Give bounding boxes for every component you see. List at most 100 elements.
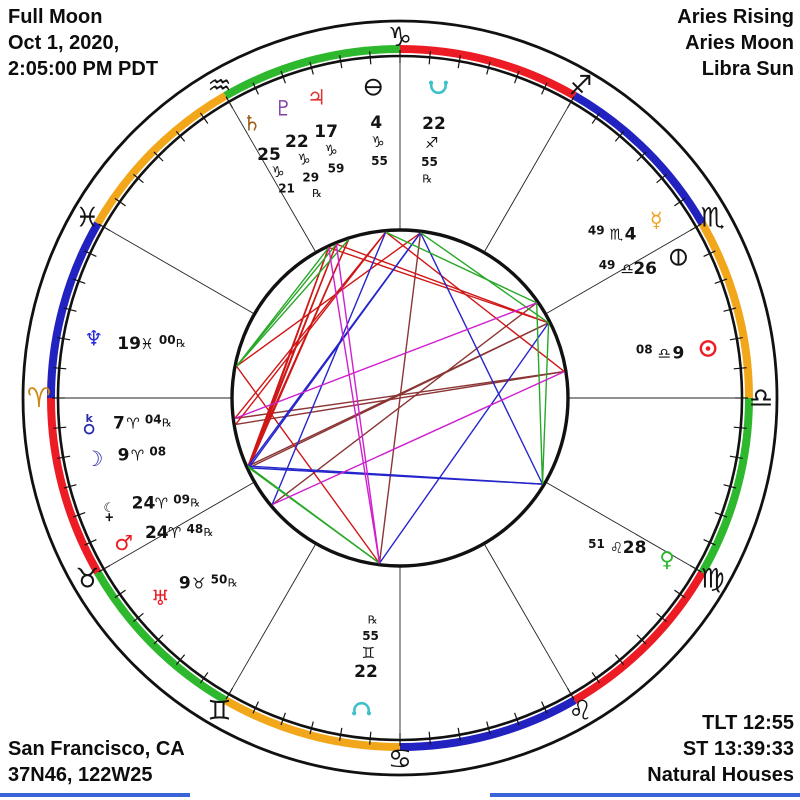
svg-text:♑: ♑	[388, 22, 412, 53]
planet-ascendant: 4♑ 55	[364, 78, 388, 168]
svg-text:24: 24	[145, 523, 169, 543]
degree-tick	[175, 654, 186, 665]
planet-venus: ♀ 28♌ 51	[588, 537, 675, 571]
house-cusp-aquarius	[228, 101, 317, 253]
degree-tick	[57, 455, 71, 460]
jupiter-icon: ♃	[307, 85, 326, 109]
degree-tick	[457, 55, 462, 69]
svg-text:♑: ♑	[271, 163, 284, 181]
degree-tick	[729, 455, 743, 460]
planet-mercury: ☿ 4♏ 49	[588, 208, 663, 245]
degree-tick	[591, 672, 601, 684]
chiron-k: k	[85, 412, 93, 425]
aspect-square-neptune-southnode	[236, 232, 421, 367]
element-arc-sagittarius	[399, 45, 577, 100]
svg-text:♑: ♑	[371, 133, 384, 151]
aspect-square-lilith-pluto	[247, 243, 337, 467]
element-arc-libra	[698, 221, 753, 399]
page-divider-left	[0, 793, 190, 797]
element-arc-aries	[47, 397, 102, 575]
event-title: Full Moon	[8, 6, 103, 28]
svg-text:♋: ♋	[388, 744, 412, 775]
planet-moon: ☽ 9 ♈ 08	[85, 444, 166, 471]
aspect-trine-northnode-midheaven	[378, 322, 550, 564]
degree-tick	[309, 721, 314, 735]
svg-text:59: 59	[328, 162, 345, 176]
svg-text:25: 25	[257, 145, 281, 165]
degree-tick	[656, 612, 667, 623]
svg-text:♊: ♊	[207, 696, 231, 727]
sign-label-aries: ♈	[27, 383, 51, 414]
degree-tick	[733, 426, 747, 429]
svg-text:♌: ♌	[568, 696, 592, 727]
svg-text:♈: ♈	[155, 494, 168, 512]
aspect-quincunx-mercury-chiron	[234, 302, 537, 420]
degree-tick	[153, 634, 164, 645]
svg-text:21: 21	[278, 182, 295, 196]
aspect-square-sun-ascendant	[385, 231, 565, 373]
degree-tick	[57, 336, 71, 341]
house-cusp-pisces	[103, 226, 255, 315]
svg-text:00: 00	[159, 333, 176, 347]
svg-text:22: 22	[285, 132, 309, 152]
saturn-icon: ♄	[242, 111, 261, 135]
house-cusp-sagittarius	[483, 101, 572, 253]
planet-jupiter: ♃ 17♑ 59	[307, 85, 344, 175]
event-time: 2:05:00 PM PDT	[8, 58, 159, 80]
venus-icon: ♀	[659, 547, 674, 571]
degree-tick	[723, 307, 737, 312]
planet-chiron: k 7 ♈ 04 ℞	[83, 412, 172, 435]
sign-label-cancer: ♋	[388, 744, 412, 775]
planet-neptune: ♆ 19 ♓ 00 ℞	[84, 326, 186, 354]
location-info: San Francisco, CA 37N46, 122W25	[8, 736, 185, 788]
degree-tick	[53, 367, 67, 370]
svg-text:♏: ♏	[701, 203, 725, 234]
degree-tick	[338, 727, 343, 741]
degree-tick	[486, 721, 491, 735]
svg-text:♐: ♐	[425, 134, 438, 152]
degree-tick	[486, 61, 491, 75]
svg-text:♎: ♎	[620, 260, 633, 278]
element-arc-scorpio	[572, 92, 706, 226]
svg-text:51: 51	[588, 537, 605, 551]
svg-text:♌: ♌	[610, 539, 623, 557]
degree-tick	[309, 61, 314, 75]
aspect-sextile-mercury-ascendant	[385, 231, 537, 304]
svg-text:4: 4	[370, 113, 382, 133]
svg-text:♊: ♊	[362, 644, 375, 662]
svg-text:℞: ℞	[204, 526, 214, 539]
svg-text:℞: ℞	[162, 417, 172, 430]
planet-northnode: 22♊55 ℞	[352, 613, 379, 716]
sign-label-sagittarius: ♐	[568, 70, 592, 101]
rising-sign-label: Aries Rising	[677, 6, 794, 28]
house-cusp-leo	[483, 543, 572, 695]
degree-tick	[729, 336, 743, 341]
degree-tick	[733, 367, 747, 370]
svg-text:29: 29	[302, 170, 319, 184]
lilith-crescent: ☾	[103, 501, 115, 516]
svg-text:24: 24	[132, 493, 156, 513]
aspect-sextile-southnode-midheaven	[420, 232, 549, 324]
degree-tick	[428, 51, 431, 65]
planet-sun: 9♎ 08	[636, 340, 717, 363]
svg-text:♓: ♓	[140, 335, 153, 353]
svg-text:♈: ♈	[27, 383, 51, 414]
svg-text:9: 9	[179, 573, 191, 593]
aspect-trine-lilith-southnode	[247, 232, 422, 467]
svg-text:9: 9	[118, 445, 130, 465]
degree-tick	[175, 131, 186, 142]
svg-text:℞: ℞	[228, 576, 238, 589]
svg-text:7: 7	[113, 414, 125, 434]
moon-sign-label: Aries Moon	[685, 32, 794, 54]
svg-text:08: 08	[149, 444, 166, 458]
svg-text:17: 17	[314, 122, 338, 142]
degree-tick	[199, 112, 209, 124]
svg-text:♉: ♉	[75, 564, 99, 595]
svg-text:48: 48	[187, 522, 204, 536]
svg-text:09: 09	[173, 492, 190, 506]
degree-tick	[114, 589, 126, 599]
mars-icon: ♂	[114, 531, 133, 555]
degree-tick	[723, 484, 737, 489]
